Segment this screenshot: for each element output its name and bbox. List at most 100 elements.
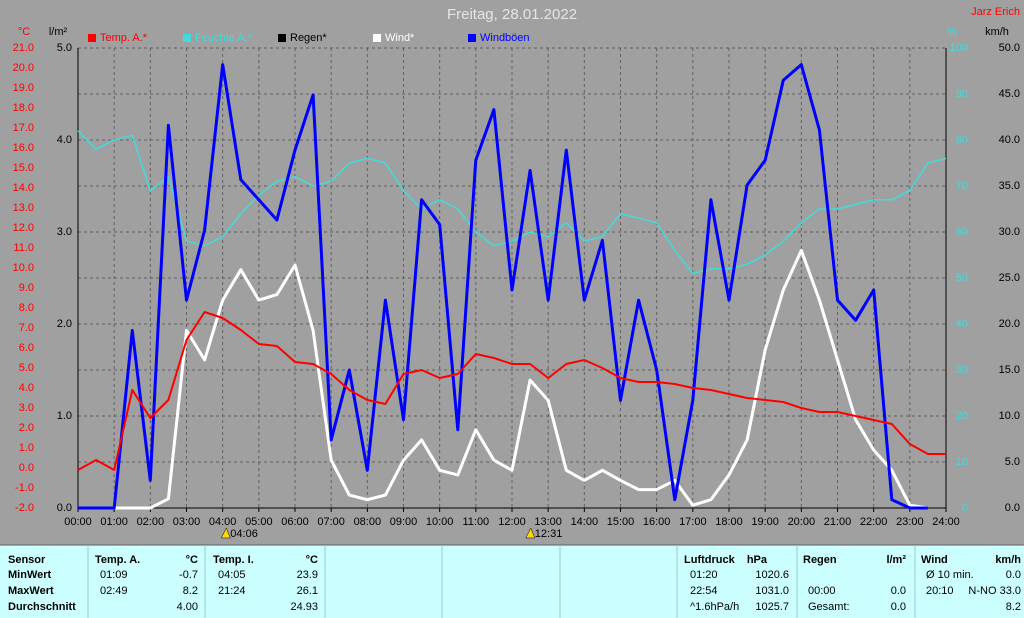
table-cell: 0.0 bbox=[1006, 569, 1021, 581]
x-tick-label: 17:00 bbox=[679, 516, 707, 528]
x-tick-label: 23:00 bbox=[896, 516, 924, 528]
x-tick-label: 22:00 bbox=[860, 516, 888, 528]
annotation: 12:31 bbox=[535, 528, 563, 540]
series-line bbox=[78, 63, 928, 510]
y-tick-label: 19.0 bbox=[13, 82, 34, 94]
y2-tick-label: 0.0 bbox=[57, 502, 72, 514]
table-cell: 20:10 bbox=[926, 585, 954, 597]
table-cell: -0.7 bbox=[179, 569, 198, 581]
y4-tick-label: 40.0 bbox=[999, 134, 1020, 146]
author: Jarz Erich bbox=[971, 6, 1020, 18]
x-tick-label: 14:00 bbox=[571, 516, 599, 528]
legend-swatch bbox=[88, 34, 96, 42]
x-tick-label: 05:00 bbox=[245, 516, 273, 528]
x-tick-label: 24:00 bbox=[932, 516, 960, 528]
group-name: Regen bbox=[803, 554, 837, 566]
y4-tick-label: 0.0 bbox=[1005, 502, 1020, 514]
x-tick-label: 08:00 bbox=[354, 516, 382, 528]
x-tick-label: 06:00 bbox=[281, 516, 309, 528]
y-tick-label: 5.0 bbox=[19, 362, 34, 374]
y-tick-label: -1.0 bbox=[15, 482, 34, 494]
table-cell: 0.0 bbox=[891, 585, 906, 597]
x-tick-label: 09:00 bbox=[390, 516, 418, 528]
legend-label: Wind* bbox=[385, 32, 415, 44]
x-tick-label: 20:00 bbox=[788, 516, 816, 528]
chart-title: Freitag, 28.01.2022 bbox=[447, 6, 577, 23]
y2-tick-label: 3.0 bbox=[57, 226, 72, 238]
sun-marker bbox=[220, 527, 231, 539]
row-label: MinWert bbox=[8, 569, 52, 581]
legend-swatch bbox=[278, 34, 286, 42]
sun-marker bbox=[525, 527, 536, 539]
y-tick-label: 16.0 bbox=[13, 142, 34, 154]
table-cell: 21:24 bbox=[218, 585, 246, 597]
y4-tick-label: 30.0 bbox=[999, 226, 1020, 238]
table-cell: 22:54 bbox=[690, 585, 718, 597]
y4-tick-label: 10.0 bbox=[999, 410, 1020, 422]
y-tick-label: 13.0 bbox=[13, 202, 34, 214]
y4-tick-label: 5.0 bbox=[1005, 456, 1020, 468]
y4-tick-label: 20.0 bbox=[999, 318, 1020, 330]
x-tick-label: 16:00 bbox=[643, 516, 671, 528]
y4-tick-label: 25.0 bbox=[999, 272, 1020, 284]
group-unit: hPa bbox=[747, 554, 768, 566]
y-tick-label: 8.0 bbox=[19, 302, 34, 314]
x-tick-label: 12:00 bbox=[498, 516, 526, 528]
table-cell: 24.93 bbox=[290, 601, 318, 613]
table-corner: Sensor bbox=[8, 554, 46, 566]
table-cell: Gesamt: bbox=[808, 601, 850, 613]
y-tick-label: -2.0 bbox=[15, 502, 34, 514]
table-cell: 00:00 bbox=[808, 585, 836, 597]
x-tick-label: 00:00 bbox=[64, 516, 92, 528]
row-label: MaxWert bbox=[8, 585, 54, 597]
group-name: Luftdruck bbox=[684, 554, 736, 566]
x-tick-label: 03:00 bbox=[173, 516, 201, 528]
x-tick-label: 04:00 bbox=[209, 516, 237, 528]
table-cell: 0.0 bbox=[891, 601, 906, 613]
group-name: Temp. I. bbox=[213, 554, 254, 566]
y3-tick-label: 20 bbox=[956, 410, 968, 422]
y-axis-unit: °C bbox=[18, 26, 30, 38]
y-tick-label: 10.0 bbox=[13, 262, 34, 274]
y-tick-label: 0.0 bbox=[19, 462, 34, 474]
y-tick-label: 18.0 bbox=[13, 102, 34, 114]
y2-tick-label: 2.0 bbox=[57, 318, 72, 330]
y3-tick-label: 50 bbox=[956, 272, 968, 284]
x-tick-label: 01:00 bbox=[100, 516, 128, 528]
table-cell: N-NO 33.0 bbox=[968, 585, 1021, 597]
y-tick-label: 15.0 bbox=[13, 162, 34, 174]
y-tick-label: 21.0 bbox=[13, 42, 34, 54]
y-tick-label: 17.0 bbox=[13, 122, 34, 134]
x-tick-label: 02:00 bbox=[137, 516, 165, 528]
series-line bbox=[77, 130, 947, 275]
legend-label: Temp. A.* bbox=[100, 32, 148, 44]
y3-tick-label: 70 bbox=[956, 180, 968, 192]
y4-tick-label: 15.0 bbox=[999, 364, 1020, 376]
y3-tick-label: 100 bbox=[950, 42, 968, 54]
group-unit: km/h bbox=[995, 554, 1021, 566]
table-cell: 23.9 bbox=[297, 569, 318, 581]
y3-tick-label: 10 bbox=[956, 456, 968, 468]
annotation: 04:06 bbox=[230, 528, 258, 540]
table-cell: 02:49 bbox=[100, 585, 128, 597]
legend-label: Windböen bbox=[480, 32, 530, 44]
group-unit: l/m² bbox=[886, 554, 906, 566]
x-tick-label: 15:00 bbox=[607, 516, 635, 528]
group-name: Temp. A. bbox=[95, 554, 140, 566]
x-tick-label: 18:00 bbox=[715, 516, 743, 528]
y-tick-label: 20.0 bbox=[13, 62, 34, 74]
y4-tick-label: 45.0 bbox=[999, 88, 1020, 100]
series-line bbox=[77, 311, 946, 471]
y-tick-label: 9.0 bbox=[19, 282, 34, 294]
table-cell: 1031.0 bbox=[755, 585, 789, 597]
y-tick-label: 14.0 bbox=[13, 182, 34, 194]
y-tick-label: 1.0 bbox=[19, 442, 34, 454]
legend-swatch bbox=[373, 34, 381, 42]
y-tick-label: 3.0 bbox=[19, 402, 34, 414]
legend-swatch bbox=[183, 34, 191, 42]
table-cell: 8.2 bbox=[183, 585, 198, 597]
y-tick-label: 2.0 bbox=[19, 422, 34, 434]
table-cell: Ø 10 min. bbox=[926, 569, 974, 581]
x-tick-label: 07:00 bbox=[317, 516, 345, 528]
table-cell: 01:20 bbox=[690, 569, 718, 581]
